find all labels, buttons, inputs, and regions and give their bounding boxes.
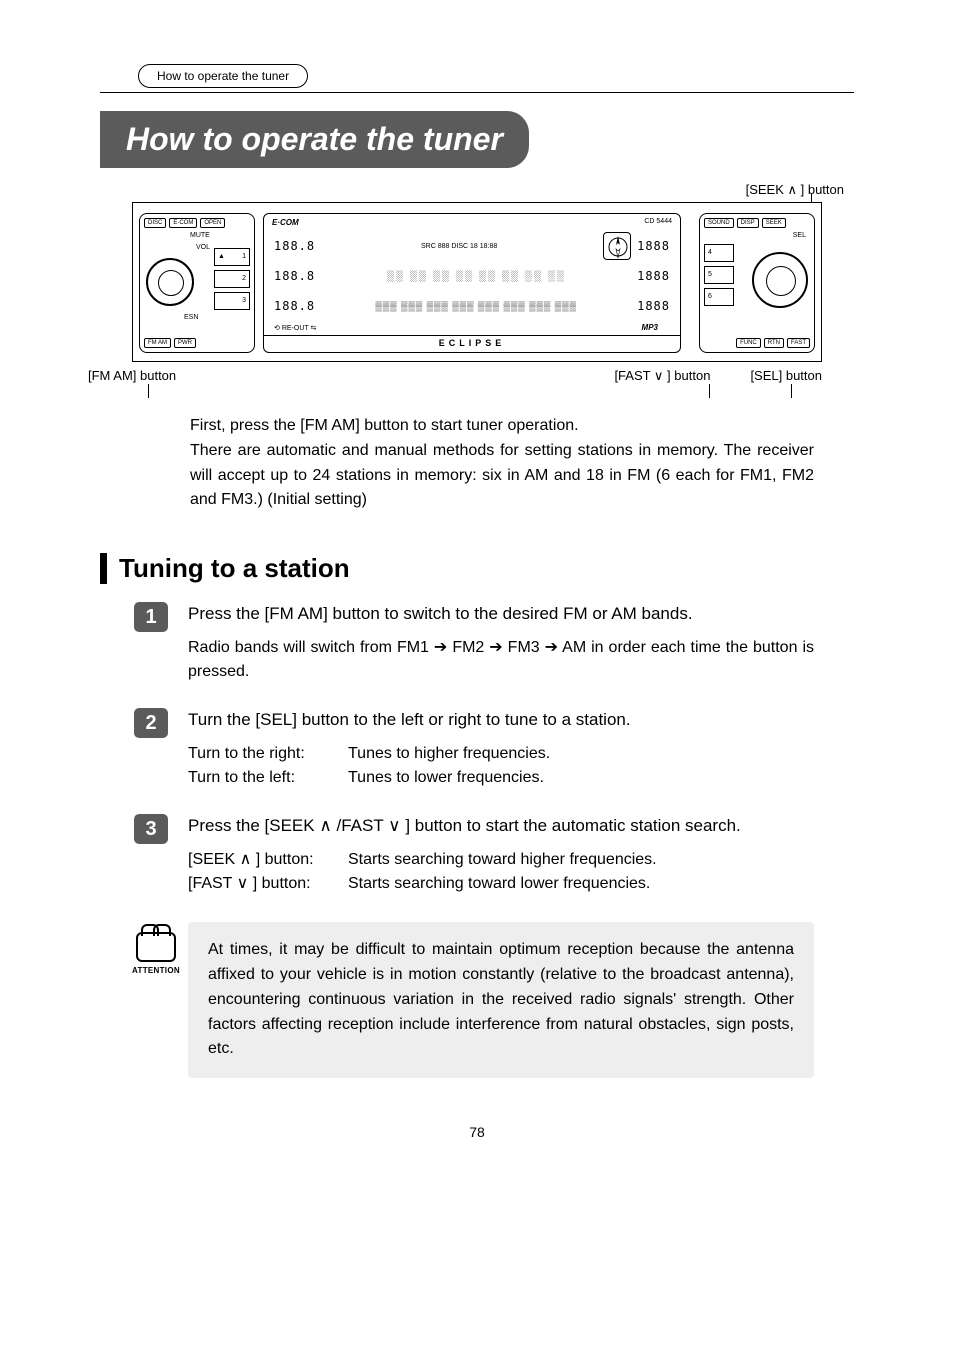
diagram-center-display: E·COM CD 5444 188.8 SRC 888 DISC 18 18:8… — [263, 213, 681, 353]
step-title: Turn the [SEL] button to the left or rig… — [188, 710, 814, 730]
diag-eclipse: ECLIPSE — [264, 335, 680, 348]
attention-label: ATTENTION — [132, 966, 180, 975]
diag-compass-icon — [603, 232, 631, 260]
step-3: 3 Press the [SEEK ∧ /FAST ∨ ] button to … — [188, 816, 814, 896]
diag-preset-4: 4 — [704, 244, 734, 262]
diag-left-knob — [146, 258, 194, 306]
diag-preset-6: 6 — [704, 288, 734, 306]
diagram-right-panel: SOUND DISP SEEK SEL 4 5 6 FUNC RTN FAST — [699, 213, 815, 353]
diag-btn-open: OPEN — [200, 218, 225, 228]
diag-row1-text: SRC 888 DISC 18 18:88 — [321, 243, 597, 250]
diag-model: CD 5444 — [644, 218, 672, 225]
callout-sel: [SEL] button — [750, 368, 822, 384]
diag-seg-1l: 188.8 — [274, 239, 315, 253]
step-body: Turn to the right:Tunes to higher freque… — [188, 742, 814, 790]
diag-preset-5: 5 — [704, 266, 734, 284]
callout-fmam: [FM AM] button — [88, 368, 176, 384]
step-2: 2 Turn the [SEL] button to the left or r… — [188, 710, 814, 790]
diag-btn-func: FUNC — [736, 338, 761, 348]
device-diagram: DISC E·COM OPEN MUTE VOL ESN ▲1 2 3 FM A… — [132, 202, 822, 384]
breadcrumb: How to operate the tuner — [138, 64, 308, 88]
diag-btn-fast: FAST — [787, 338, 810, 348]
step-title: Press the [FM AM] button to switch to th… — [188, 604, 814, 624]
diag-btn-ecom: E·COM — [169, 218, 197, 228]
diag-right-knob — [752, 252, 808, 308]
book-icon — [136, 932, 176, 962]
diag-btn-fmam: FM AM — [144, 338, 171, 348]
diag-btn-sound: SOUND — [704, 218, 734, 228]
diag-label-esn: ESN — [184, 314, 198, 321]
step-number: 1 — [134, 602, 168, 632]
step-body: [SEEK ∧ ] button:Starts searching toward… — [188, 848, 814, 896]
diag-row2-text: ░░ ░░ ░░ ░░ ░░ ░░ ░░ ░░ — [321, 271, 631, 282]
intro-text: First, press the [FM AM] button to start… — [190, 414, 814, 513]
diag-btn-seek: SEEK — [762, 218, 786, 228]
diag-mp3: MP3 — [642, 323, 658, 332]
diag-preset-1: ▲1 — [214, 248, 250, 266]
diag-label-vol: VOL — [196, 244, 210, 251]
diag-seg-3l: 188.8 — [274, 299, 315, 313]
diag-btn-disp: DISP — [737, 218, 759, 228]
diag-seg-3r: 1888 — [637, 299, 670, 313]
diag-seg-2l: 188.8 — [274, 269, 315, 283]
diagram-left-panel: DISC E·COM OPEN MUTE VOL ESN ▲1 2 3 FM A… — [139, 213, 255, 353]
step-number: 3 — [134, 814, 168, 844]
diag-preset-2: 2 — [214, 270, 250, 288]
diag-btn-pwr: PWR — [174, 338, 196, 348]
page-number: 78 — [100, 1124, 854, 1140]
diag-row3-text: ▒▒▒ ▒▒▒ ▒▒▒ ▒▒▒ ▒▒▒ ▒▒▒ ▒▒▒ ▒▒▒ — [321, 301, 631, 311]
step-body: Radio bands will switch from FM1 ➔ FM2 ➔… — [188, 636, 814, 684]
diag-label-sel: SEL — [793, 232, 806, 239]
rule-top — [100, 92, 854, 93]
step-number: 2 — [134, 708, 168, 738]
step-title: Press the [SEEK ∧ /FAST ∨ ] button to st… — [188, 816, 814, 836]
attention-block: ATTENTION At times, it may be difficult … — [188, 922, 814, 1078]
attention-text: At times, it may be difficult to maintai… — [208, 938, 794, 1062]
page-title: How to operate the tuner — [100, 111, 529, 168]
section-heading: Tuning to a station — [100, 553, 854, 584]
diag-seg-2r: 1888 — [637, 269, 670, 283]
diag-btn-rtn: RTN — [764, 338, 784, 348]
diag-label-mute: MUTE — [190, 232, 210, 239]
diag-seg-1r: 1888 — [637, 239, 670, 253]
diag-btn-disc: DISC — [144, 218, 166, 228]
diag-reout: ⟲ RE-OUT ⇆ — [274, 324, 316, 332]
diag-preset-3: 3 — [214, 292, 250, 310]
callout-fast: [FAST ∨ ] button — [614, 368, 710, 384]
diag-brand: E·COM — [272, 218, 299, 227]
callout-seek: [SEEK ∧ ] button — [100, 182, 844, 198]
step-1: 1 Press the [FM AM] button to switch to … — [188, 604, 814, 684]
